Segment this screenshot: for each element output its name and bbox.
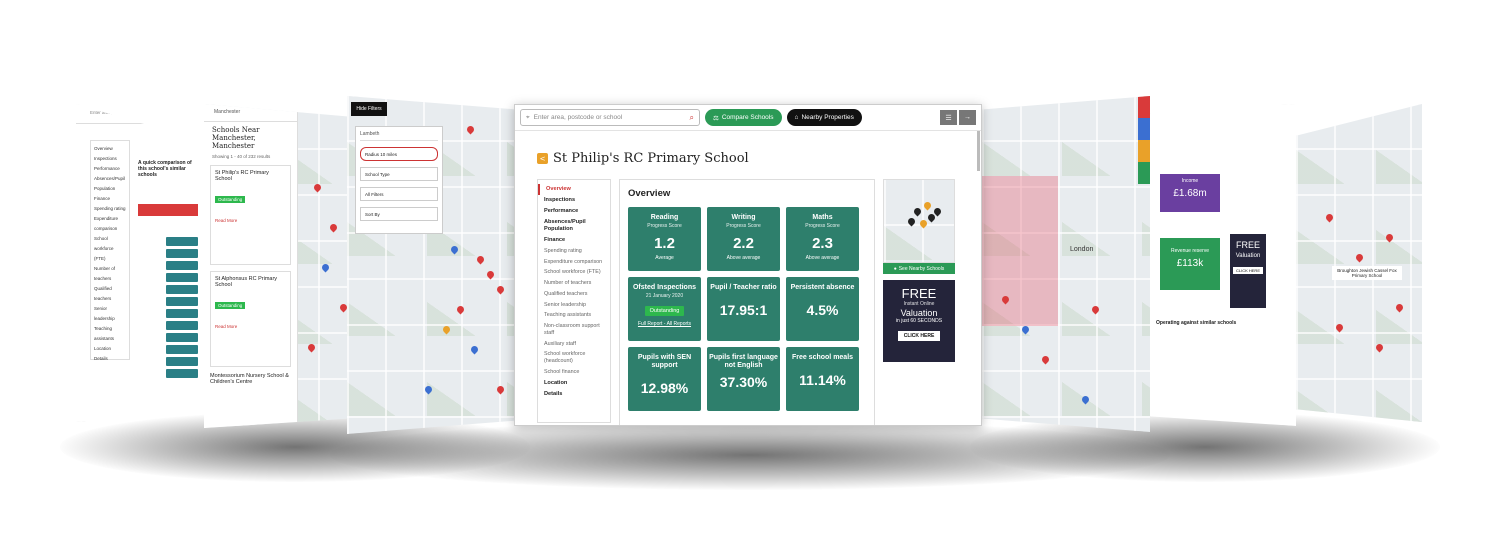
far-left-tabbar[interactable] bbox=[138, 204, 198, 216]
left2-school-3[interactable]: Montessorium Nursery School & Children's… bbox=[210, 373, 289, 385]
see-nearby-schools-button[interactable]: ● See Nearby Schools bbox=[883, 263, 955, 274]
map-label-london: London bbox=[1070, 246, 1094, 253]
hide-filters-button[interactable]: Hide Filters bbox=[351, 102, 387, 116]
nav-item[interactable]: Spending rating bbox=[544, 247, 582, 254]
income-tile: Income £1.68m bbox=[1160, 174, 1220, 212]
left2-result-2[interactable]: St Alphonsus RC Primary School Outstandi… bbox=[210, 271, 291, 367]
nav-item[interactable]: Overview bbox=[538, 184, 610, 195]
nav-item[interactable]: Non-classroom support staff bbox=[544, 323, 600, 336]
nav-item[interactable]: Expenditure comparison bbox=[544, 258, 603, 265]
outstanding-badge: Outstanding bbox=[644, 306, 685, 317]
screen-right-1: London bbox=[982, 96, 1150, 432]
pupil-teacher-ratio-tile: Pupil / Teacher ratio 17.95:1 bbox=[707, 277, 780, 341]
arrow-right-icon[interactable]: → bbox=[959, 110, 976, 125]
top-bar: ⌖ Enter area, postcode or school ⌕ ⚖ Comp… bbox=[515, 105, 981, 131]
nav-item[interactable]: Absences/Pupil Population bbox=[544, 218, 586, 232]
nav-item[interactable]: Senior leadership bbox=[544, 301, 586, 308]
nav-item[interactable]: Number of teachers bbox=[544, 280, 592, 287]
search-placeholder: Enter area, postcode or school bbox=[533, 114, 623, 121]
filter-sort[interactable]: Sort By bbox=[360, 207, 438, 221]
scale-icon: ⚖ bbox=[713, 114, 719, 122]
left2-school-2[interactable]: St Alphonsus RC Primary School bbox=[215, 276, 278, 288]
valuation-ad[interactable]: FREE Instant Online Valuation in just 60… bbox=[883, 280, 955, 362]
click-here-button[interactable]: CLICK HERE bbox=[897, 331, 941, 341]
highlight-area bbox=[982, 176, 1058, 326]
compare-schools-button[interactable]: ⚖ Compare Schools bbox=[705, 109, 782, 126]
far-left-bars bbox=[166, 234, 198, 381]
nav-item[interactable]: Performance bbox=[544, 207, 579, 214]
home-icon: ⌂ bbox=[794, 114, 799, 121]
nav-item[interactable]: School finance bbox=[544, 368, 580, 375]
search-input[interactable]: ⌖ Enter area, postcode or school ⌕ bbox=[520, 109, 700, 126]
writing-tile: Writing Progress Score 2.2 Above average bbox=[707, 207, 780, 271]
section-nav: Overview Inspections Performance Absences/P… bbox=[537, 179, 611, 423]
left2-count: Showing 1 - 40 of 232 results bbox=[212, 154, 271, 159]
left2-readmore-1[interactable]: Read More bbox=[215, 218, 238, 223]
right2-free-ad[interactable]: FREE Valuation CLICK HERE bbox=[1230, 234, 1266, 308]
far-left-search[interactable]: Enter area, postcode or school bbox=[76, 104, 206, 124]
screen-right-2: Income £1.68m Revenue reserve £113k FREE… bbox=[1150, 104, 1296, 426]
left2-heading: Schools Near Manchester, Manchester bbox=[212, 126, 260, 150]
left2-search[interactable]: Manchester bbox=[204, 104, 297, 122]
screen-main: ⌖ Enter area, postcode or school ⌕ ⚖ Comp… bbox=[514, 104, 982, 426]
screen-left-3: Hide Filters Lambeth Radius 10 miles Sch… bbox=[347, 96, 517, 434]
nearby-properties-button[interactable]: ⌂ Nearby Properties bbox=[786, 109, 862, 126]
first-language-tile: Pupils first language not English 37.30% bbox=[707, 347, 780, 411]
list-view-icon[interactable]: ☰ bbox=[940, 110, 957, 125]
far-left-heading: A quick comparison of this school's simi… bbox=[138, 160, 192, 178]
scrollbar[interactable] bbox=[977, 131, 980, 171]
search-icon[interactable]: ⌕ bbox=[689, 112, 694, 122]
screen-right-3: Broughton Jewish Cassel Fox Primary Scho… bbox=[1296, 104, 1422, 422]
nav-item[interactable]: Auxiliary staff bbox=[544, 340, 576, 347]
free-school-meals-tile: Free school meals 11.14% bbox=[786, 347, 859, 411]
left2-result-1[interactable]: St Philip's RC Primary School Outstandin… bbox=[210, 165, 291, 265]
nav-item[interactable]: Teaching assistants bbox=[544, 312, 592, 319]
nav-item[interactable]: Finance bbox=[544, 236, 566, 243]
screen-far-left: Enter area, postcode or school Overview I… bbox=[76, 104, 206, 422]
reading-tile: Reading Progress Score 1.2 Average bbox=[628, 207, 701, 271]
ofsted-tile: Ofsted Inspections 21 January 2020 Outst… bbox=[628, 277, 701, 341]
right2-heading: Operating against similar schools bbox=[1156, 320, 1237, 326]
pin-icon: ● bbox=[893, 265, 897, 272]
left2-readmore-2[interactable]: Read More bbox=[215, 324, 238, 329]
screen-left-2: Manchester Schools Near Manchester, Manc… bbox=[204, 104, 354, 428]
nav-item[interactable]: Inspections bbox=[544, 196, 576, 203]
nav-item[interactable]: School workforce (FTE) bbox=[544, 269, 601, 276]
filter-type[interactable]: School Type bbox=[360, 167, 438, 181]
persistent-absence-tile: Persistent absence 4.5% bbox=[786, 277, 859, 341]
page-title: < St Philip's RC Primary School bbox=[537, 151, 749, 166]
filter-search[interactable]: Lambeth bbox=[360, 131, 438, 141]
overview-heading: Overview bbox=[628, 188, 671, 199]
nav-item[interactable]: School workforce (headcount) bbox=[544, 351, 586, 365]
left2-rating-1: Outstanding bbox=[215, 196, 246, 203]
reserve-tile: Revenue reserve £113k bbox=[1160, 238, 1220, 290]
filter-panel: Lambeth Radius 10 miles School Type All … bbox=[355, 126, 443, 234]
full-report-link[interactable]: Full Report - All Reports bbox=[637, 321, 692, 328]
overview-panel: Overview Reading Progress Score 1.2 Aver… bbox=[619, 179, 875, 425]
location-icon: ⌖ bbox=[526, 113, 530, 121]
map-side-buttons[interactable] bbox=[1138, 96, 1150, 186]
right3-popup[interactable]: Broughton Jewish Cassel Fox Primary Scho… bbox=[1332, 266, 1402, 280]
nav-item[interactable]: Details bbox=[544, 390, 563, 397]
maths-tile: Maths Progress Score 2.3 Above average bbox=[786, 207, 859, 271]
filter-radius[interactable]: Radius 10 miles bbox=[360, 147, 438, 161]
far-left-nav: Overview Inspections Performance Absences/P… bbox=[90, 140, 130, 361]
share-icon[interactable]: < bbox=[537, 153, 548, 164]
sen-support-tile: Pupils with SEN support 12.98% bbox=[628, 347, 701, 411]
map-thumbnail[interactable] bbox=[883, 179, 955, 263]
nav-item[interactable]: Qualified teachers bbox=[544, 290, 588, 297]
nav-item[interactable]: Location bbox=[544, 379, 568, 386]
left2-rating-2: Outstanding bbox=[215, 302, 246, 309]
filter-all[interactable]: All Filters bbox=[360, 187, 438, 201]
left2-school-1[interactable]: St Philip's RC Primary School bbox=[215, 170, 269, 182]
